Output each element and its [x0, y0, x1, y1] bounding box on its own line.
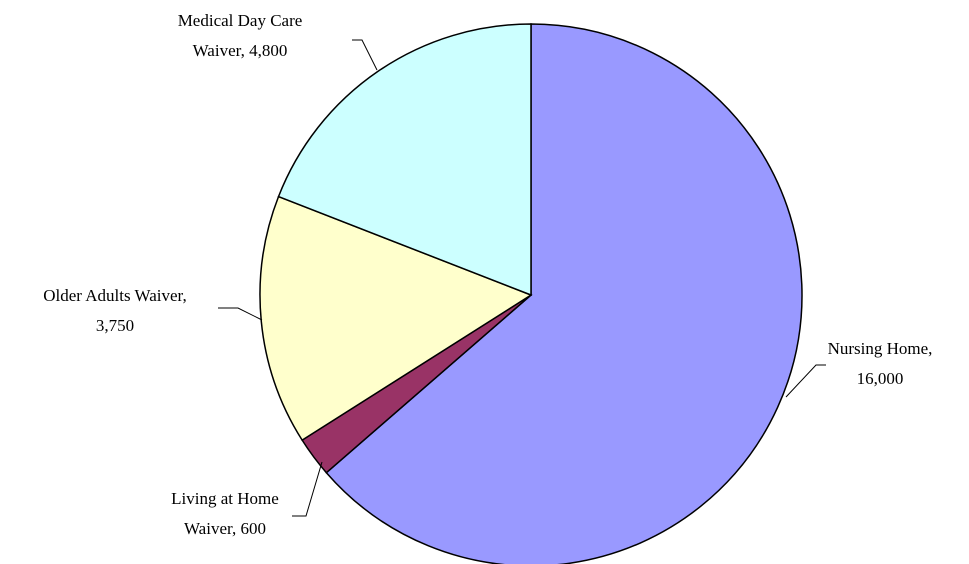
- data-label: Nursing Home,: [828, 339, 933, 358]
- data-label: Older Adults Waiver,: [43, 286, 187, 305]
- data-label: 16,000: [857, 369, 904, 388]
- pie-slice: [325, 23, 803, 564]
- data-label: 3,750: [96, 316, 134, 335]
- leader-line: [785, 364, 826, 398]
- leader-line: [218, 307, 263, 321]
- leader-line: [352, 39, 378, 71]
- data-label: Medical Day Care: [178, 11, 303, 30]
- data-label: Waiver, 600: [184, 519, 266, 538]
- pie-slice: [259, 195, 533, 442]
- leader-line: [292, 461, 323, 517]
- data-label: Waiver, 4,800: [193, 41, 288, 60]
- pie-slice: [277, 23, 532, 297]
- data-label: Living at Home: [171, 489, 279, 508]
